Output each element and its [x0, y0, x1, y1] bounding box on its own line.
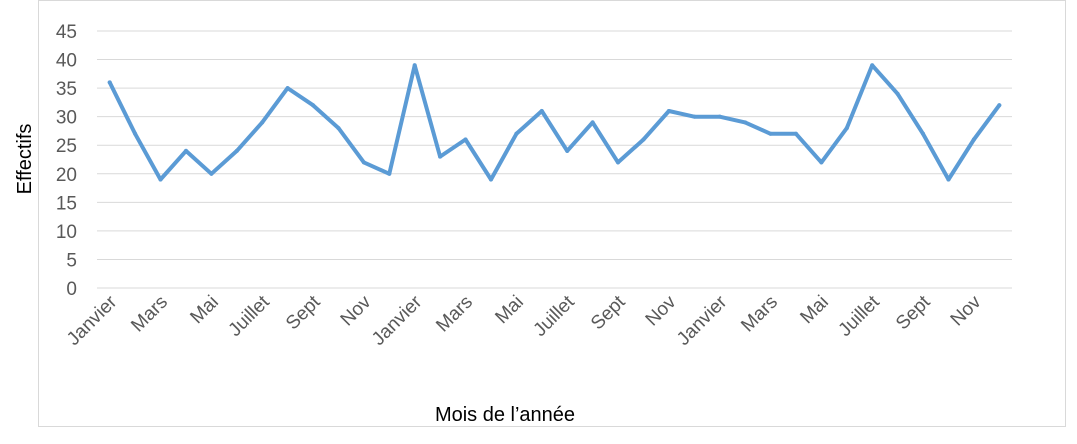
- data-point: [463, 137, 468, 142]
- data-point: [361, 160, 366, 165]
- x-tick-label: Mars: [432, 292, 477, 337]
- data-point: [438, 154, 443, 159]
- y-tick-label: 0: [66, 279, 77, 300]
- x-tick-label: Sept: [587, 291, 630, 334]
- data-point: [666, 108, 671, 113]
- y-tick-label: 40: [56, 51, 77, 72]
- data-point: [311, 103, 316, 108]
- data-point: [158, 177, 163, 182]
- data-point: [183, 148, 188, 153]
- data-point: [921, 131, 926, 136]
- x-tick-label: Sept: [892, 291, 935, 334]
- data-point: [387, 171, 392, 176]
- data-point: [819, 160, 824, 165]
- data-point: [768, 131, 773, 136]
- data-point: [616, 160, 621, 165]
- x-tick-label: Nov: [642, 291, 681, 330]
- y-tick-label: 45: [56, 22, 77, 43]
- y-tick-label: 35: [56, 79, 77, 100]
- data-point: [997, 103, 1002, 108]
- x-tick-label: Janvier: [673, 291, 732, 350]
- data-point: [971, 137, 976, 142]
- x-tick-label: Juillet: [530, 291, 580, 341]
- x-tick-label: Mai: [796, 292, 833, 329]
- data-point: [641, 137, 646, 142]
- y-tick-label: 25: [56, 136, 77, 157]
- x-tick-label: Mars: [127, 292, 172, 337]
- y-axis-title: Effectifs: [14, 124, 36, 195]
- data-point: [234, 148, 239, 153]
- x-tick-label: Nov: [947, 291, 986, 330]
- x-tick-label: Juillet: [835, 291, 885, 341]
- data-point: [895, 91, 900, 96]
- chart-border: [38, 0, 1066, 427]
- y-tick-label: 15: [56, 193, 77, 214]
- y-axis-tick-labels: 0 5 10 15 20 25 30 35 40 45: [56, 22, 77, 300]
- data-point: [565, 148, 570, 153]
- data-point: [793, 131, 798, 136]
- data-point: [870, 63, 875, 68]
- y-tick-label: 10: [56, 222, 77, 243]
- data-point: [260, 120, 265, 125]
- x-tick-label: Nov: [337, 291, 376, 330]
- y-tick-label: 20: [56, 165, 77, 186]
- data-point: [717, 114, 722, 119]
- x-tick-label: Janvier: [63, 291, 122, 350]
- x-tick-label: Mai: [491, 292, 528, 329]
- data-point: [488, 177, 493, 182]
- data-point: [844, 126, 849, 131]
- x-tick-label: Sept: [282, 291, 325, 334]
- data-point: [336, 126, 341, 131]
- data-point: [946, 177, 951, 182]
- x-tick-label: Janvier: [368, 291, 427, 350]
- data-point: [539, 108, 544, 113]
- x-axis-title: Mois de l’année: [435, 404, 575, 426]
- data-point: [133, 131, 138, 136]
- data-point: [590, 120, 595, 125]
- series-line-0: [107, 63, 1002, 182]
- data-point: [412, 63, 417, 68]
- series-layer: [107, 63, 1002, 182]
- data-point: [107, 80, 112, 85]
- y-tick-label: 5: [66, 250, 77, 271]
- x-tick-label: Mai: [186, 292, 223, 329]
- data-point: [209, 171, 214, 176]
- data-point: [743, 120, 748, 125]
- data-point: [285, 86, 290, 91]
- data-point: [692, 114, 697, 119]
- x-tick-label: Mars: [737, 292, 782, 337]
- data-point: [514, 131, 519, 136]
- x-tick-label: Juillet: [225, 291, 275, 341]
- y-tick-label: 30: [56, 108, 77, 129]
- gridlines: [97, 30, 1012, 289]
